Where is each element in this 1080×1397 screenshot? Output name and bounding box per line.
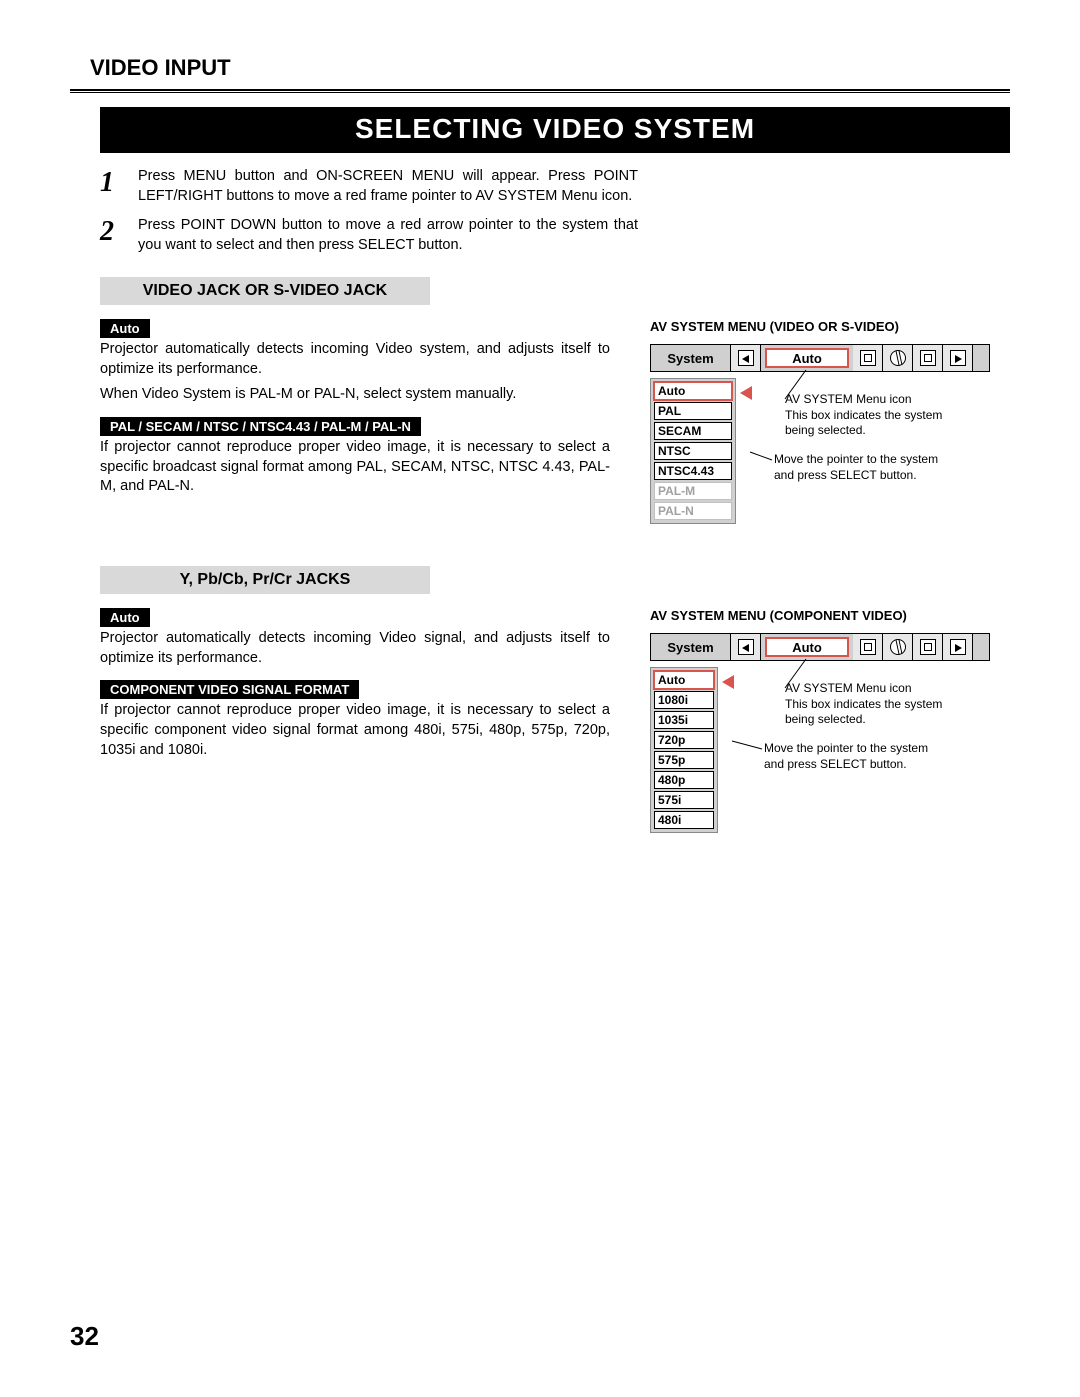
arrow-icon	[943, 634, 973, 660]
menu-item-palm[interactable]: PAL-M	[654, 482, 732, 500]
menu-system-label: System	[651, 634, 731, 660]
callout-menu-icon: AV SYSTEM Menu icon This box indicates t…	[785, 681, 965, 728]
square-icon	[913, 345, 943, 371]
arrow-in-icon	[731, 345, 761, 371]
av-system-menu-component: System Auto Auto 1080i 1035i 720p 575p 4…	[650, 633, 1010, 863]
menu-header: System Auto	[650, 344, 990, 372]
callout-pointer: Move the pointer to the system and press…	[774, 452, 954, 483]
menu-item-720p[interactable]: 720p	[654, 731, 714, 749]
red-pointer-icon	[722, 675, 734, 689]
menu-list: Auto PAL SECAM NTSC NTSC4.43 PAL-M PAL-N	[650, 378, 736, 524]
step-1: 1 Press MENU button and ON-SCREEN MENU w…	[100, 167, 1010, 206]
menu-item-auto[interactable]: Auto	[654, 382, 732, 400]
auto-text: Projector automatically detects incoming…	[100, 340, 610, 379]
formats-label: PAL / SECAM / NTSC / NTSC4.43 / PAL-M / …	[100, 417, 421, 436]
menu-list: Auto 1080i 1035i 720p 575p 480p 575i 480…	[650, 667, 718, 833]
square-icon	[853, 634, 883, 660]
formats-text: If projector cannot reproduce proper vid…	[100, 701, 610, 760]
step-number: 1	[100, 167, 124, 206]
step-number: 2	[100, 216, 124, 255]
arrow-icon	[943, 345, 973, 371]
menu-title-component: AV SYSTEM MENU (COMPONENT VIDEO)	[650, 608, 1010, 623]
page-number: 32	[70, 1321, 99, 1352]
callout-menu-icon: AV SYSTEM Menu icon This box indicates t…	[785, 392, 965, 439]
menu-item-575i[interactable]: 575i	[654, 791, 714, 809]
auto-text: Projector automatically detects incoming…	[100, 629, 610, 668]
menu-item-1035i[interactable]: 1035i	[654, 711, 714, 729]
page-header-title: VIDEO INPUT	[90, 55, 1010, 81]
menu-header: System Auto	[650, 633, 990, 661]
menu-item-paln[interactable]: PAL-N	[654, 502, 732, 520]
menu-selected-box[interactable]: Auto	[765, 348, 849, 368]
auto-text-2: When Video System is PAL-M or PAL-N, sel…	[100, 385, 610, 405]
section-heading-video-jack: VIDEO JACK OR S-VIDEO JACK	[100, 277, 430, 305]
step-text: Press MENU button and ON-SCREEN MENU wil…	[138, 167, 638, 206]
section-heading-component: Y, Pb/Cb, Pr/Cr JACKS	[100, 566, 430, 594]
callout-pointer: Move the pointer to the system and press…	[764, 741, 944, 772]
square-icon	[853, 345, 883, 371]
menu-selected-box[interactable]: Auto	[765, 637, 849, 657]
auto-label: Auto	[100, 319, 150, 338]
menu-item-575p[interactable]: 575p	[654, 751, 714, 769]
arrow-in-icon	[731, 634, 761, 660]
step-2: 2 Press POINT DOWN button to move a red …	[100, 216, 1010, 255]
red-pointer-icon	[740, 386, 752, 400]
globe-icon	[883, 634, 913, 660]
menu-system-label: System	[651, 345, 731, 371]
av-system-menu-svideo: System Auto Auto PAL SECAM NTSC NTSC4.43…	[650, 344, 1010, 544]
menu-item-secam[interactable]: SECAM	[654, 422, 732, 440]
square-icon	[913, 634, 943, 660]
formats-label: COMPONENT VIDEO SIGNAL FORMAT	[100, 680, 359, 699]
menu-item-ntsc443[interactable]: NTSC4.43	[654, 462, 732, 480]
globe-icon	[883, 345, 913, 371]
rule-thin	[70, 92, 1010, 93]
menu-title-svideo: AV SYSTEM MENU (VIDEO OR S-VIDEO)	[650, 319, 1010, 334]
step-text: Press POINT DOWN button to move a red ar…	[138, 216, 638, 255]
menu-item-ntsc[interactable]: NTSC	[654, 442, 732, 460]
menu-item-480p[interactable]: 480p	[654, 771, 714, 789]
auto-label: Auto	[100, 608, 150, 627]
menu-item-pal[interactable]: PAL	[654, 402, 732, 420]
banner-title: SELECTING VIDEO SYSTEM	[100, 107, 1010, 153]
menu-item-1080i[interactable]: 1080i	[654, 691, 714, 709]
menu-item-480i[interactable]: 480i	[654, 811, 714, 829]
formats-text: If projector cannot reproduce proper vid…	[100, 438, 610, 497]
rule-thick	[70, 89, 1010, 91]
menu-item-auto[interactable]: Auto	[654, 671, 714, 689]
